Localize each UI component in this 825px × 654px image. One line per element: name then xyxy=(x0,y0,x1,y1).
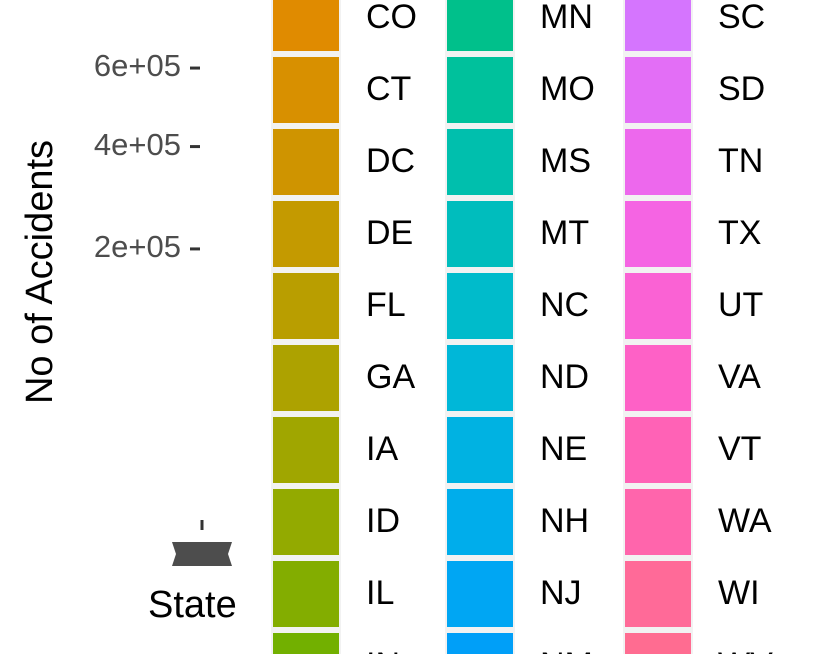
legend-label: WA xyxy=(718,502,772,540)
legend-label: IA xyxy=(366,430,398,468)
legend-swatch xyxy=(273,273,339,339)
legend-swatch xyxy=(625,561,691,627)
legend-swatch xyxy=(273,129,339,195)
legend-swatch xyxy=(273,57,339,123)
legend-label: TN xyxy=(718,142,763,180)
legend-label: TX xyxy=(718,214,761,252)
legend-swatch xyxy=(625,273,691,339)
legend-swatch xyxy=(447,417,513,483)
legend-label: CO xyxy=(366,0,417,36)
legend-swatch xyxy=(625,57,691,123)
legend-swatch xyxy=(447,57,513,123)
legend-label: SC xyxy=(718,0,765,36)
legend-label: NE xyxy=(540,430,587,468)
legend-label: UT xyxy=(718,286,763,324)
legend-label: DC xyxy=(366,142,415,180)
legend-swatch xyxy=(447,129,513,195)
legend-label: WI xyxy=(718,574,760,612)
legend-swatch xyxy=(447,633,513,654)
legend-swatch xyxy=(625,489,691,555)
legend-label: MT xyxy=(540,214,589,252)
legend-swatch xyxy=(625,633,691,654)
legend-swatch xyxy=(447,273,513,339)
legend-swatch xyxy=(447,561,513,627)
y-tick-label: 2e+05 xyxy=(94,229,181,264)
legend-label: NC xyxy=(540,286,589,324)
y-axis-title: No of Accidents xyxy=(19,140,61,404)
legend-label: NM xyxy=(540,646,593,654)
legend-swatch xyxy=(447,201,513,267)
legend-swatch xyxy=(447,345,513,411)
legend-swatch xyxy=(447,489,513,555)
legend-label: MN xyxy=(540,0,593,36)
legend-label: IL xyxy=(366,574,394,612)
legend-swatch xyxy=(625,201,691,267)
legend-label: VT xyxy=(718,430,761,468)
legend-swatch xyxy=(625,345,691,411)
legend-label: DE xyxy=(366,214,413,252)
legend-label: WV xyxy=(718,646,773,654)
legend-swatch xyxy=(447,0,513,51)
legend-swatch xyxy=(625,0,691,51)
legend-swatch xyxy=(273,633,339,654)
legend-swatch xyxy=(273,0,339,51)
y-tick-label: 4e+05 xyxy=(94,127,181,162)
legend-swatch xyxy=(625,417,691,483)
legend-label: IN xyxy=(366,646,400,654)
legend-swatch xyxy=(273,345,339,411)
y-tick-label: 6e+05 xyxy=(94,48,181,83)
legend-label: NH xyxy=(540,502,589,540)
legend-label: FL xyxy=(366,286,406,324)
legend-label: ID xyxy=(366,502,400,540)
legend-label: MO xyxy=(540,70,595,108)
legend-swatch xyxy=(273,417,339,483)
legend-label: VA xyxy=(718,358,761,396)
legend-label: MS xyxy=(540,142,591,180)
legend-label: SD xyxy=(718,70,765,108)
legend-swatch xyxy=(273,561,339,627)
legend-swatch xyxy=(625,129,691,195)
legend-label: GA xyxy=(366,358,415,396)
legend-swatch xyxy=(273,489,339,555)
legend-swatch xyxy=(273,201,339,267)
legend-label: ND xyxy=(540,358,589,396)
violin-fragment xyxy=(172,542,232,566)
x-axis-title: State xyxy=(148,584,237,626)
legend-label: CT xyxy=(366,70,411,108)
legend-label: NJ xyxy=(540,574,582,612)
